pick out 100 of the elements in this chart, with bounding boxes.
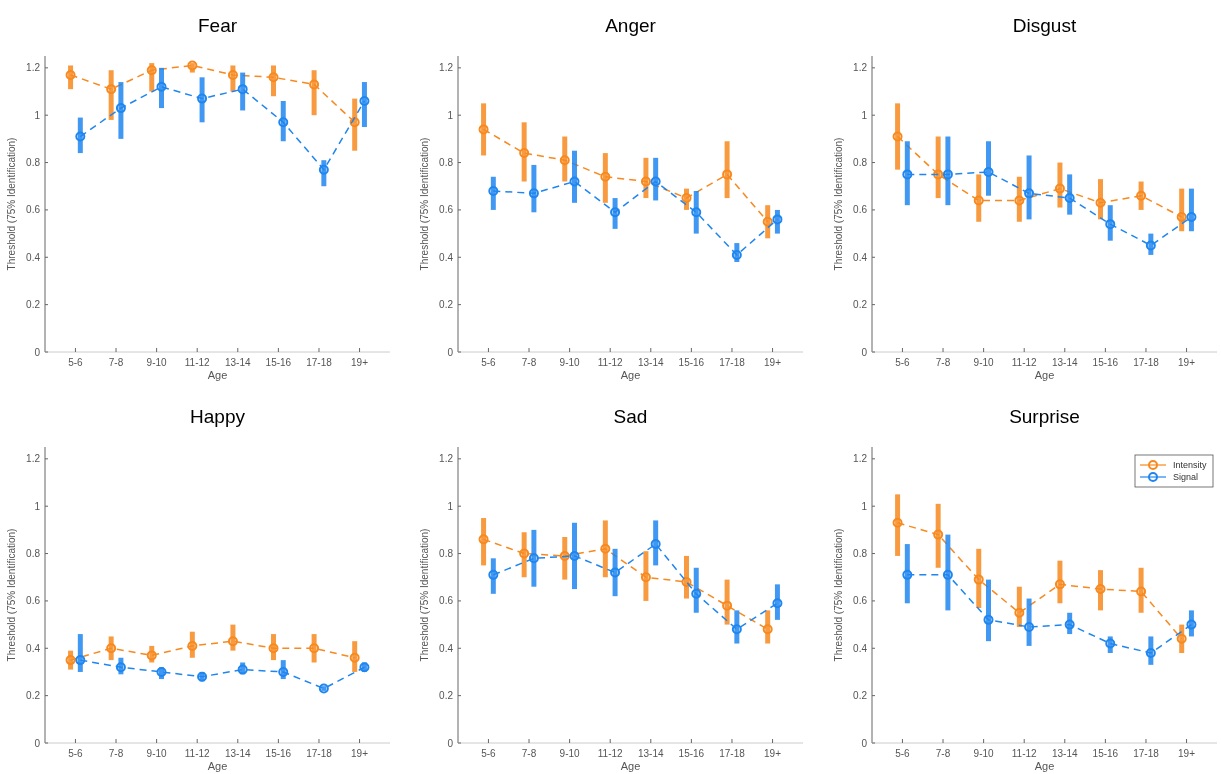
x-tick-label: 7-8 — [935, 357, 951, 368]
y-tick-label: 0.2 — [26, 690, 41, 702]
y-tick-label: 0.8 — [439, 548, 454, 560]
x-tick-label: 15-16 — [265, 357, 292, 368]
x-tick-label: 9-10 — [559, 357, 581, 368]
chart-title: Happy — [190, 406, 246, 427]
x-tick-label: 19+ — [1178, 357, 1196, 368]
y-tick-label: 0.2 — [439, 690, 454, 702]
y-axis-title: Threshold (75% Identification) — [6, 528, 17, 662]
x-tick-label: 11-12 — [597, 748, 624, 759]
y-tick-label: 0.6 — [853, 595, 868, 607]
x-tick-label: 7-8 — [521, 748, 537, 759]
x-tick-label: 11-12 — [1011, 357, 1038, 368]
y-tick-label: 1.2 — [26, 62, 41, 74]
x-tick-label: 5-6 — [68, 357, 84, 368]
x-tick-label: 5-6 — [481, 357, 497, 368]
x-tick-label: 17-18 — [719, 357, 746, 368]
y-tick-label: 0.4 — [853, 251, 868, 263]
x-tick-label: 17-18 — [1133, 748, 1160, 759]
x-tick-label: 13-14 — [225, 748, 252, 759]
y-tick-label: 0.4 — [26, 251, 41, 263]
y-tick-label: 0 — [34, 346, 41, 358]
y-tick-label: 0.8 — [439, 157, 454, 169]
x-tick-label: 11-12 — [184, 357, 211, 368]
chart-title: Disgust — [1012, 15, 1077, 36]
x-tick-label: 7-8 — [935, 748, 951, 759]
x-axis-title: Age — [620, 760, 641, 772]
x-axis-title: Age — [1034, 369, 1055, 381]
x-tick-label: 13-14 — [225, 357, 252, 368]
y-tick-label: 0 — [861, 346, 868, 358]
y-tick-label: 1 — [447, 109, 454, 121]
x-tick-label: 15-16 — [678, 357, 705, 368]
x-tick-label: 17-18 — [1133, 357, 1160, 368]
x-tick-label: 5-6 — [895, 357, 911, 368]
x-tick-label: 9-10 — [973, 357, 995, 368]
chart-title: Fear — [197, 15, 238, 36]
x-tick-label: 9-10 — [973, 748, 995, 759]
x-tick-label: 19+ — [764, 357, 782, 368]
y-tick-label: 1 — [861, 109, 868, 121]
x-tick-label: 19+ — [351, 748, 369, 759]
y-axis-title: Threshold (75% Identification) — [419, 528, 430, 662]
y-tick-label: 1 — [34, 500, 41, 512]
y-tick-label: 1 — [34, 109, 41, 121]
x-tick-label: 9-10 — [146, 357, 168, 368]
x-tick-label: 5-6 — [68, 748, 84, 759]
y-tick-label: 0.6 — [853, 204, 868, 216]
x-tick-label: 15-16 — [678, 748, 705, 759]
x-axis-title: Age — [1034, 760, 1055, 772]
y-tick-label: 1 — [861, 500, 868, 512]
y-tick-label: 0.6 — [439, 595, 454, 607]
x-tick-label: 11-12 — [597, 357, 624, 368]
legend-label: Signal — [1173, 472, 1199, 482]
y-tick-label: 0 — [447, 737, 454, 749]
x-tick-label: 11-12 — [1011, 748, 1038, 759]
y-tick-label: 1.2 — [439, 453, 454, 465]
x-tick-label: 13-14 — [638, 748, 665, 759]
x-tick-label: 15-16 — [265, 748, 292, 759]
x-tick-label: 7-8 — [108, 748, 124, 759]
x-tick-label: 19+ — [1178, 748, 1196, 759]
y-tick-label: 1.2 — [853, 62, 868, 74]
chart-title: Sad — [613, 406, 648, 427]
y-tick-label: 0.6 — [439, 204, 454, 216]
x-tick-label: 7-8 — [521, 357, 537, 368]
y-axis-title: Threshold (75% Identification) — [419, 137, 430, 271]
x-tick-label: 11-12 — [184, 748, 211, 759]
y-axis-title: Threshold (75% Identification) — [6, 137, 17, 271]
y-tick-label: 1 — [447, 500, 454, 512]
y-tick-label: 0.2 — [853, 690, 868, 702]
y-tick-label: 0 — [34, 737, 41, 749]
y-tick-label: 0.6 — [26, 595, 41, 607]
x-tick-label: 19+ — [351, 357, 369, 368]
x-tick-label: 9-10 — [146, 748, 168, 759]
x-tick-label: 5-6 — [895, 748, 911, 759]
x-axis-title: Age — [207, 760, 228, 772]
y-tick-label: 1.2 — [26, 453, 41, 465]
y-axis-title: Threshold (75% Identification) — [833, 137, 844, 271]
y-tick-label: 0.8 — [853, 157, 868, 169]
x-tick-label: 5-6 — [481, 748, 497, 759]
y-tick-label: 0.6 — [26, 204, 41, 216]
x-axis-title: Age — [207, 369, 228, 381]
y-tick-label: 1.2 — [853, 453, 868, 465]
y-tick-label: 0.2 — [853, 299, 868, 311]
y-tick-label: 0.4 — [439, 642, 454, 654]
x-tick-label: 7-8 — [108, 357, 124, 368]
x-tick-label: 19+ — [764, 748, 782, 759]
y-tick-label: 0.8 — [26, 157, 41, 169]
x-tick-label: 13-14 — [1052, 748, 1079, 759]
y-axis-title: Threshold (75% Identification) — [833, 528, 844, 662]
x-tick-label: 17-18 — [306, 357, 333, 368]
x-tick-label: 13-14 — [1052, 357, 1079, 368]
y-tick-label: 0.4 — [26, 642, 41, 654]
x-tick-label: 15-16 — [1092, 748, 1119, 759]
y-tick-label: 1.2 — [439, 62, 454, 74]
y-tick-label: 0 — [447, 346, 454, 358]
x-tick-label: 17-18 — [306, 748, 333, 759]
y-tick-label: 0 — [861, 737, 868, 749]
chart-title: Surprise — [1009, 406, 1080, 427]
chart-title: Anger — [605, 15, 657, 36]
y-tick-label: 0.4 — [439, 251, 454, 263]
y-tick-label: 0.2 — [26, 299, 41, 311]
